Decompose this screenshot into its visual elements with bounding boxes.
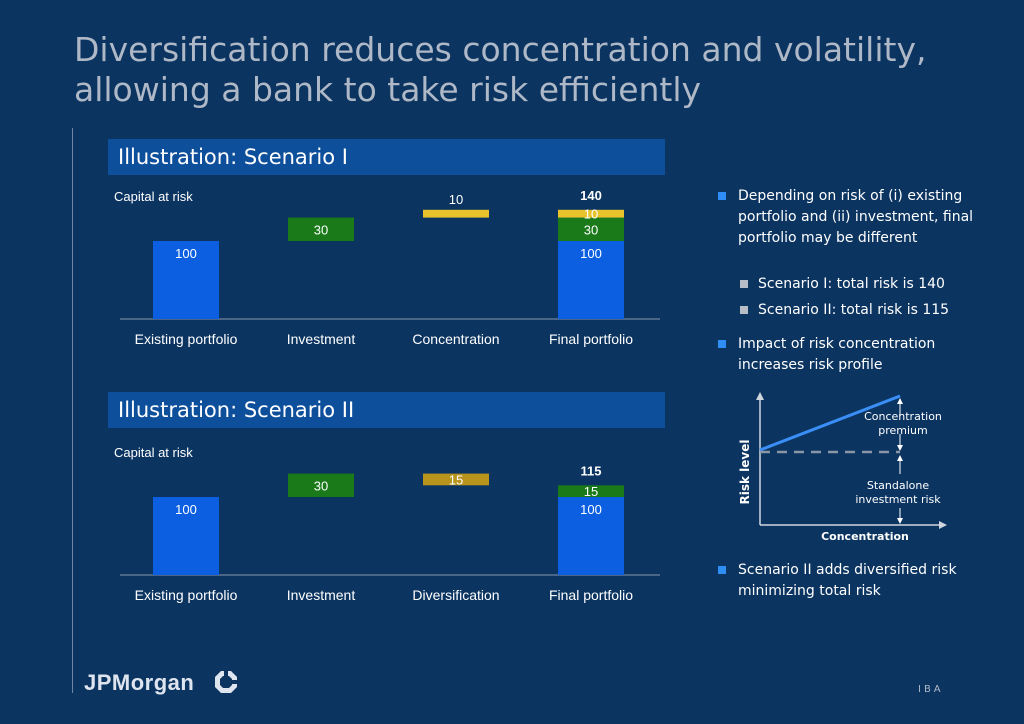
bar-segment-blue xyxy=(153,497,219,575)
bar-data-label: 100 xyxy=(580,502,602,517)
bar-segment-green xyxy=(288,217,354,241)
bar-data-label: 15 xyxy=(584,484,598,499)
risk-diagram-svg: Concentration premium Standalone investm… xyxy=(738,392,947,543)
jpmorgan-logo-text: JPMorgan xyxy=(84,670,195,695)
bar-segment-blue xyxy=(558,497,624,575)
premium-arrow-down-icon xyxy=(897,445,903,451)
bar-segment-yellow xyxy=(558,209,624,218)
bullet-text: Scenario II adds diversified risk minimi… xyxy=(738,562,957,599)
bullet-text: Depending on risk of (i) existing portfo… xyxy=(738,188,974,246)
scenario2-chart-svg: Capital at risk 100 30 15 100 15 115 Existing p… xyxy=(114,445,660,603)
scenario2-chart: Capital at risk 100 30 15 100 15 115 Existing p… xyxy=(106,436,672,606)
chart-ylabel: Capital at risk xyxy=(114,189,193,204)
footer-code: IBA xyxy=(918,684,944,695)
bullet-square-icon xyxy=(718,340,726,348)
scenario1-chart: Capital at risk 100 30 10 100 30 10 140 Existing… xyxy=(106,180,672,350)
scenario1-chart-svg: Capital at risk10030101003010140Existing… xyxy=(114,188,660,347)
bar-data-label: 15 xyxy=(449,472,463,487)
category-tick-label: Final portfolio xyxy=(549,587,633,603)
chart-ylabel: Capital at risk xyxy=(114,445,193,460)
bar-data-label: 30 xyxy=(584,222,598,237)
premium-arrow-up-icon xyxy=(897,398,903,404)
standalone-label-line2: investment risk xyxy=(855,493,941,506)
bar-data-label: 100 xyxy=(175,246,197,261)
bullet-square-icon xyxy=(718,192,726,200)
scenario2-header: Illustration: Scenario II xyxy=(108,392,665,428)
bar-segment-green xyxy=(288,473,354,497)
bar-segment-blue xyxy=(153,241,219,319)
category-tick-label: Concentration xyxy=(412,331,499,347)
bar-data-label: 100 xyxy=(580,246,602,261)
bullet-text: Impact of risk concentration increases r… xyxy=(738,336,936,373)
jpmorgan-octagon-icon xyxy=(215,671,237,693)
category-tick-label: Investment xyxy=(287,587,356,603)
sub-bullet-square-icon xyxy=(740,306,748,314)
sub-bullet-text: Scenario II: total risk is 115 xyxy=(758,302,950,318)
bar-segment-green xyxy=(558,217,624,241)
x-axis-arrow-icon xyxy=(939,521,947,529)
left-divider-line xyxy=(72,128,73,693)
bar-data-label: 10 xyxy=(584,207,598,222)
bar-segment-gold xyxy=(423,473,489,486)
diagram-y-label: Risk level xyxy=(738,440,752,505)
y-axis-arrow-icon xyxy=(756,392,764,400)
sub-bullet-text: Scenario I: total risk is 140 xyxy=(758,276,945,292)
page-title: Diversification reduces concentration an… xyxy=(74,30,927,109)
bar-data-label: 100 xyxy=(175,502,197,517)
premium-label-line1: Concentration xyxy=(864,410,942,423)
standalone-arrow-up-icon xyxy=(897,455,903,461)
category-tick-label: Diversification xyxy=(412,587,499,603)
category-tick-label: Existing portfolio xyxy=(135,331,238,347)
total-label: 115 xyxy=(581,463,602,478)
total-label: 140 xyxy=(580,188,602,203)
bar-segment-blue xyxy=(558,241,624,319)
diagram-x-label: Concentration xyxy=(821,530,909,543)
standalone-arrow-down-icon xyxy=(897,518,903,524)
category-tick-label: Final portfolio xyxy=(549,331,633,347)
risk-concentration-diagram: Concentration premium Standalone investm… xyxy=(735,388,960,548)
scenario1-header: Illustration: Scenario I xyxy=(108,139,665,175)
risk-line xyxy=(759,394,901,452)
bullet-square-icon xyxy=(718,566,726,574)
category-tick-label: Existing portfolio xyxy=(135,587,238,603)
standalone-label-line1: Standalone xyxy=(867,479,929,492)
bar-data-label: 30 xyxy=(314,222,328,237)
premium-label-line2: premium xyxy=(878,424,928,437)
bar-segment-yellow xyxy=(423,209,489,218)
bar-segment-green xyxy=(558,485,624,497)
sub-bullet-square-icon xyxy=(740,280,748,288)
bar-data-label: 30 xyxy=(314,478,328,493)
bar-data-label: 10 xyxy=(449,192,463,207)
category-tick-label: Investment xyxy=(287,331,356,347)
